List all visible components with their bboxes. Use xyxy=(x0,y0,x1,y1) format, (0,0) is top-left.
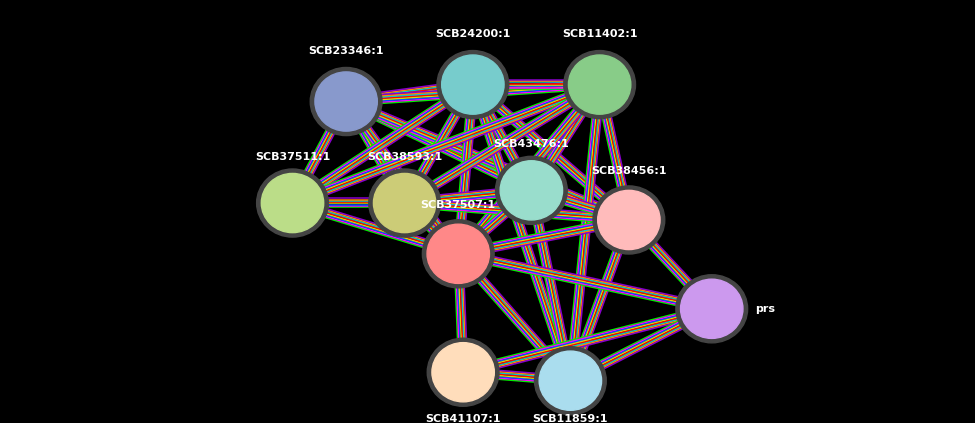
Text: SCB11402:1: SCB11402:1 xyxy=(562,29,638,39)
Text: SCB41107:1: SCB41107:1 xyxy=(425,414,501,423)
Text: SCB23346:1: SCB23346:1 xyxy=(308,46,384,56)
Ellipse shape xyxy=(568,55,631,114)
Ellipse shape xyxy=(369,169,441,237)
Text: SCB24200:1: SCB24200:1 xyxy=(435,29,511,39)
Ellipse shape xyxy=(442,55,504,114)
Ellipse shape xyxy=(500,161,563,220)
Ellipse shape xyxy=(432,343,494,402)
Text: SCB38456:1: SCB38456:1 xyxy=(591,166,667,176)
Ellipse shape xyxy=(598,190,660,250)
Ellipse shape xyxy=(676,275,748,343)
Text: SCB38593:1: SCB38593:1 xyxy=(367,151,443,162)
Text: prs: prs xyxy=(756,304,776,314)
Ellipse shape xyxy=(437,50,509,118)
Text: SCB37507:1: SCB37507:1 xyxy=(420,200,496,210)
Ellipse shape xyxy=(256,169,329,237)
Ellipse shape xyxy=(373,173,436,233)
Text: SCB43476:1: SCB43476:1 xyxy=(493,139,569,149)
Ellipse shape xyxy=(310,68,382,135)
Ellipse shape xyxy=(593,186,665,254)
Ellipse shape xyxy=(427,224,489,283)
Text: SCB11859:1: SCB11859:1 xyxy=(532,414,608,423)
Ellipse shape xyxy=(422,220,494,288)
Ellipse shape xyxy=(681,279,743,338)
Ellipse shape xyxy=(495,156,567,224)
Ellipse shape xyxy=(539,351,602,410)
Text: SCB37511:1: SCB37511:1 xyxy=(254,151,331,162)
Ellipse shape xyxy=(564,50,636,118)
Ellipse shape xyxy=(261,173,324,233)
Ellipse shape xyxy=(315,72,377,131)
Ellipse shape xyxy=(534,347,606,415)
Ellipse shape xyxy=(427,338,499,406)
